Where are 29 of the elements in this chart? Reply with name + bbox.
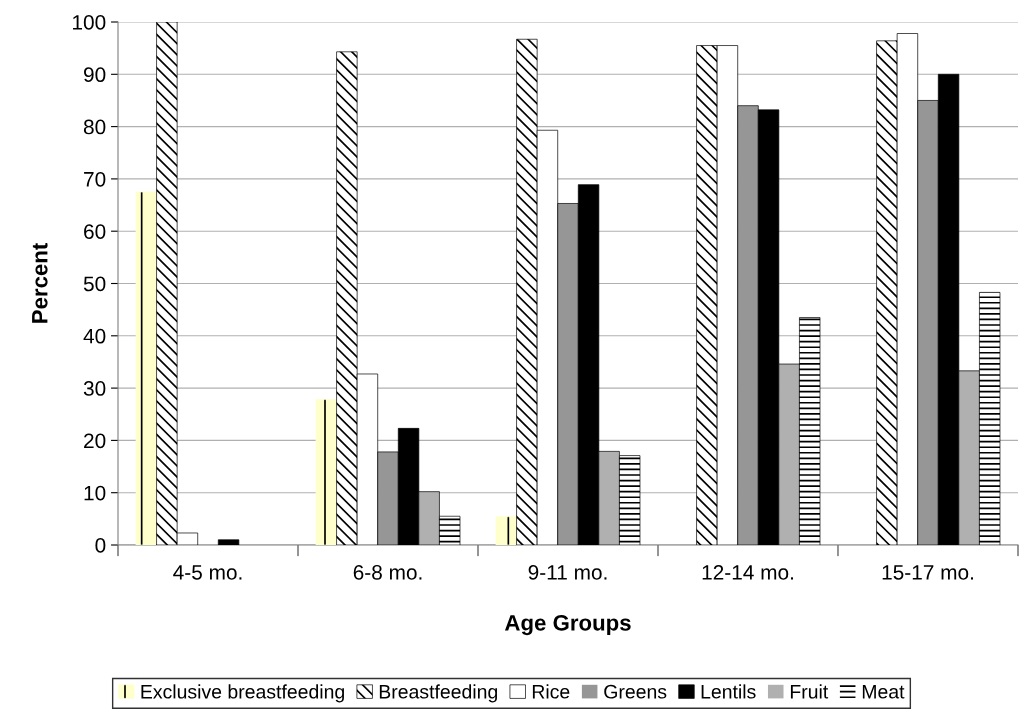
x-tick-label: 4-5 mo. [173, 565, 242, 580]
y-tick-label: 100 [73, 15, 106, 30]
bar [135, 191, 157, 545]
y-axis-title: Percent [32, 243, 48, 323]
bar [495, 516, 517, 545]
legend-label: Lentils [701, 684, 756, 699]
x-tick-label: 6-8 mo. [353, 564, 422, 580]
y-tick-label: 30 [83, 381, 106, 396]
y-tick-label: 60 [84, 224, 106, 239]
legend-label: Meat [862, 685, 905, 699]
bar [315, 399, 337, 545]
legend-label: Exclusive breastfeeding [141, 684, 344, 703]
y-tick-label: 10 [84, 485, 106, 501]
y-tick-label: 0 [95, 538, 106, 553]
y-tick-label: 20 [84, 433, 106, 449]
y-tick-label: 50 [83, 276, 106, 292]
legend-label: Rice [532, 684, 570, 699]
y-tick-label: 90 [84, 67, 106, 83]
y-tick-label: 40 [83, 328, 106, 344]
y-tick-label: 70 [84, 171, 106, 187]
x-tick-label: 9-11 mo. [528, 564, 607, 580]
legend-label: Breastfeeding [379, 684, 498, 703]
x-tick-label: 12-14 mo. [702, 564, 793, 580]
y-tick-label: 80 [83, 119, 106, 135]
bar [217, 539, 240, 545]
x-tick-label: 15-17 mo. [882, 565, 973, 580]
legend-label: Greens [604, 684, 667, 699]
x-axis-title: Age Groups [504, 614, 631, 636]
legend-label: Fruit [790, 684, 829, 699]
